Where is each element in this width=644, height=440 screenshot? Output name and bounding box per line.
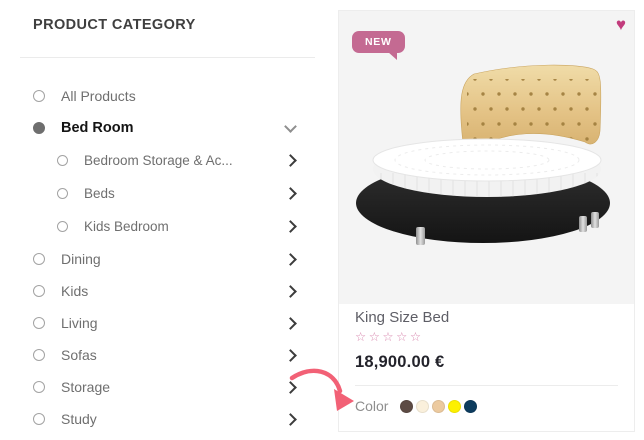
color-swatch-cream[interactable]	[416, 399, 430, 413]
sidebar-item-label: Kids Bedroom	[84, 219, 169, 234]
sidebar-item-beds[interactable]: Beds	[33, 177, 297, 210]
divider	[20, 57, 315, 58]
sidebar-item-kids-bedroom[interactable]: Kids Bedroom	[33, 210, 297, 243]
radio-icon	[33, 285, 45, 297]
color-swatch-navy[interactable]	[464, 399, 478, 413]
sidebar-item-study[interactable]: Study	[33, 403, 297, 435]
sidebar-item-sofas[interactable]: Sofas	[33, 339, 297, 371]
sidebar-item-label: Dining	[61, 251, 101, 267]
radio-icon	[33, 413, 45, 425]
product-image-area[interactable]: NEW ♥	[339, 11, 634, 304]
radio-icon	[33, 381, 45, 393]
product-title[interactable]: King Size Bed	[355, 309, 450, 326]
chevron-down-icon[interactable]	[284, 119, 297, 133]
color-swatch-brown[interactable]	[400, 399, 414, 413]
product-price: 18,900.00 €	[355, 353, 445, 371]
sidebar-item-label: Bedroom Storage & Ac...	[84, 153, 233, 168]
radio-icon	[33, 90, 45, 102]
sidebar-item-label: Kids	[61, 283, 89, 299]
new-badge: NEW	[352, 31, 405, 60]
sidebar-item-bedroom-storage[interactable]: Bedroom Storage & Ac...	[33, 144, 297, 177]
chevron-right-icon[interactable]	[284, 284, 297, 298]
sidebar-item-label: Bed Room	[61, 120, 134, 136]
sidebar-item-all-products[interactable]: All Products	[33, 80, 295, 112]
color-swatch-yellow[interactable]	[448, 399, 462, 413]
product-image-bed	[356, 64, 610, 245]
sidebar-item-dining[interactable]: Dining	[33, 243, 297, 275]
wishlist-heart-icon[interactable]: ♥	[615, 15, 626, 34]
divider	[355, 385, 618, 386]
radio-icon	[33, 349, 45, 361]
sidebar-item-kids[interactable]: Kids	[33, 275, 297, 307]
chevron-right-icon[interactable]	[284, 252, 297, 266]
product-card[interactable]: NEW ♥	[338, 10, 635, 432]
chevron-right-icon[interactable]	[284, 154, 297, 167]
sidebar-item-label: Study	[61, 411, 97, 427]
radio-icon	[33, 253, 45, 265]
sidebar-item-storage[interactable]: Storage	[33, 371, 297, 403]
sidebar-title: PRODUCT CATEGORY	[33, 17, 196, 33]
radio-icon	[33, 317, 45, 329]
sidebar-item-label: Sofas	[61, 347, 97, 363]
sidebar-item-label: Storage	[61, 379, 111, 395]
radio-icon	[57, 221, 68, 232]
sidebar-item-label: All Products	[61, 88, 136, 104]
sidebar-item-bed-room[interactable]: Bed Room	[33, 112, 297, 144]
chevron-right-icon[interactable]	[284, 220, 297, 233]
radio-icon	[57, 155, 68, 166]
sidebar-item-label: Living	[61, 315, 98, 331]
radio-selected-icon	[33, 122, 45, 134]
annotation-arrow-icon	[289, 368, 354, 411]
sidebar-item-living[interactable]: Living	[33, 307, 297, 339]
color-options-row: Color	[355, 398, 618, 414]
chevron-right-icon[interactable]	[284, 187, 297, 200]
color-swatch-tan[interactable]	[432, 399, 446, 413]
chevron-right-icon[interactable]	[284, 348, 297, 362]
rating-stars: ☆☆☆☆☆	[355, 330, 424, 344]
category-list: All Products Bed Room Bedroom Storage & …	[33, 80, 297, 435]
chevron-right-icon[interactable]	[284, 316, 297, 330]
color-label: Color	[355, 398, 389, 414]
sidebar-item-label: Beds	[84, 186, 115, 201]
product-info: King Size Bed ☆☆☆☆☆ 18,900.00 € Color	[339, 304, 634, 414]
radio-icon	[57, 188, 68, 199]
